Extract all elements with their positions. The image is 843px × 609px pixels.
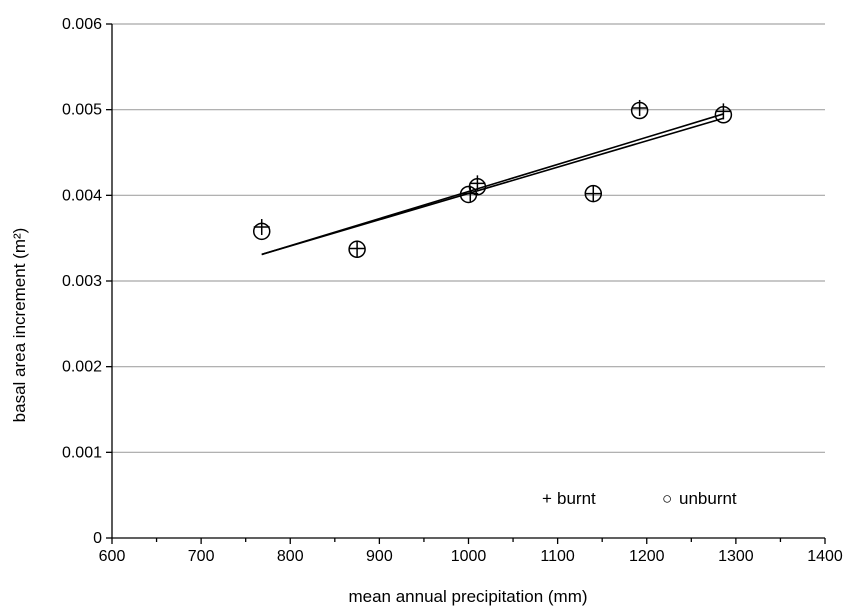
x-tick-label-5: 1100 xyxy=(540,548,575,565)
legend-label-burnt: burnt xyxy=(557,489,596,508)
point-burnt-0 xyxy=(253,219,270,236)
x-tick-label-8: 1400 xyxy=(807,548,843,565)
x-tick-label-1: 700 xyxy=(188,548,215,565)
y-axis-title: basal area increment (m²) xyxy=(10,228,29,423)
y-tick-label-2: 0.002 xyxy=(62,359,102,376)
point-unburnt-0 xyxy=(252,222,271,241)
axes-layer: 0 0.001 0.002 0.003 0.004 0.005 0.006 600 700 800… xyxy=(62,16,843,565)
y-tick-label-0: 0 xyxy=(93,530,102,547)
x-axis-title: mean annual precipitation (mm) xyxy=(348,587,587,606)
y-tick-label-3: 0.003 xyxy=(62,273,102,290)
legend: + burnt ○ unburnt xyxy=(542,489,737,508)
legend-symbol-unburnt: ○ xyxy=(662,489,672,508)
point-burnt-6 xyxy=(715,103,732,120)
trendline-unburnt xyxy=(261,117,724,256)
x-tick-label-4: 1000 xyxy=(451,548,487,565)
x-tick-label-2: 800 xyxy=(277,548,304,565)
points-layer xyxy=(252,99,733,259)
y-tick-label-6: 0.006 xyxy=(62,16,102,33)
y-tick-label-1: 0.001 xyxy=(62,444,102,461)
y-tick-label-5: 0.005 xyxy=(62,102,102,119)
legend-label-unburnt: unburnt xyxy=(679,489,737,508)
point-unburnt-1 xyxy=(348,240,366,259)
x-tick-label-6: 1200 xyxy=(629,548,665,565)
point-burnt-1 xyxy=(349,240,366,257)
point-unburnt-5 xyxy=(630,101,649,120)
point-burnt-3 xyxy=(469,175,486,192)
point-unburnt-6 xyxy=(714,106,733,124)
x-tick-label-7: 1300 xyxy=(718,548,754,565)
x-tick-label-3: 900 xyxy=(366,548,393,565)
legend-symbol-burnt: + xyxy=(542,489,552,508)
y-tick-label-4: 0.004 xyxy=(62,187,102,204)
x-tick-label-0: 600 xyxy=(99,548,126,565)
point-unburnt-3 xyxy=(468,178,487,196)
trendline-layer xyxy=(261,113,724,256)
grid-layer xyxy=(112,23,825,453)
point-unburnt-4 xyxy=(584,184,603,203)
point-burnt-4 xyxy=(585,185,602,202)
